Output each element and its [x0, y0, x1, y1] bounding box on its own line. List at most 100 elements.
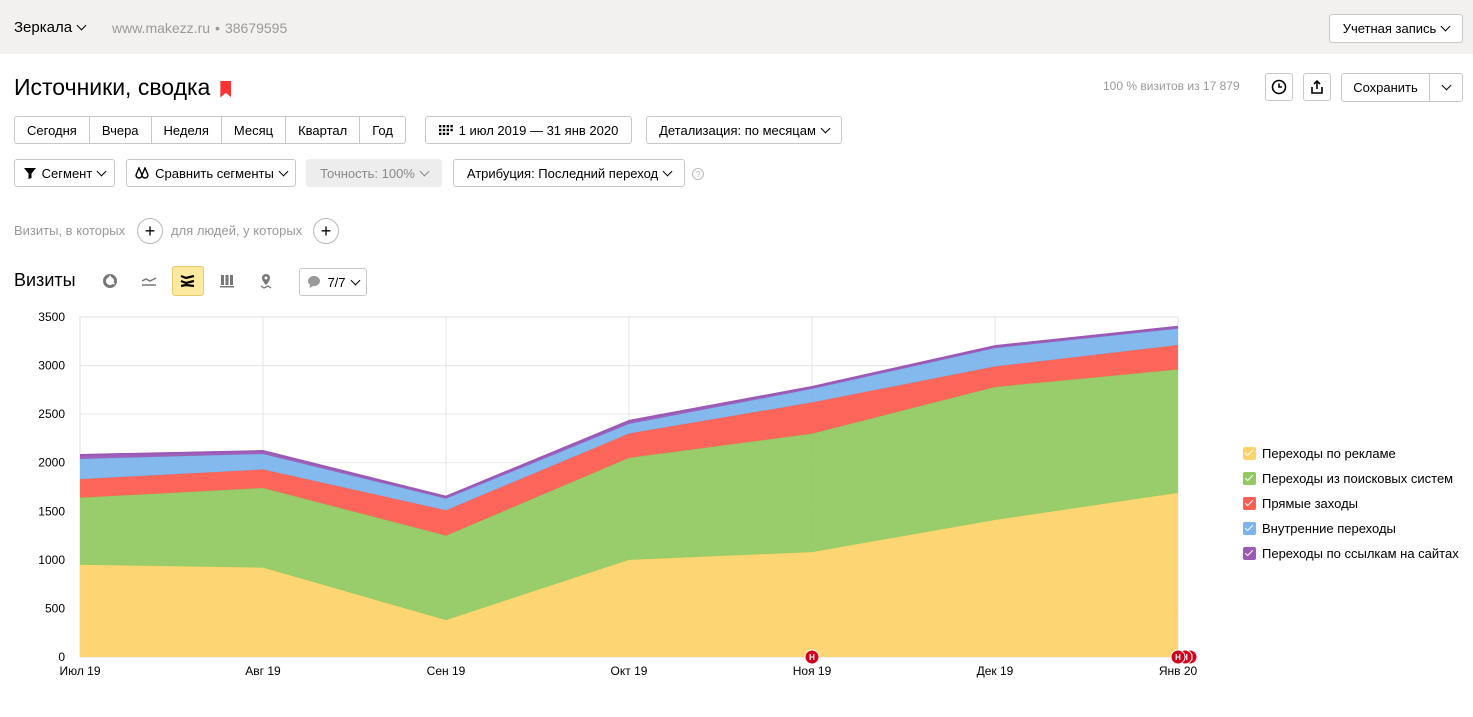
site-domain: www.makezz.ru [112, 20, 211, 36]
note-marker[interactable]: Н [804, 649, 820, 665]
legend-checkbox[interactable] [1243, 547, 1256, 560]
y-tick-label: 0 [58, 650, 65, 664]
legend-checkbox[interactable] [1243, 497, 1256, 510]
mirrors-dropdown[interactable]: Зеркала [14, 19, 87, 36]
legend-label: Переходы из поисковых систем [1262, 471, 1454, 486]
period-button[interactable]: Вчера [90, 117, 152, 143]
legend-label: Переходы по ссылкам на сайтах [1262, 546, 1459, 561]
chevron-down-icon [662, 166, 673, 176]
line-chart-icon [141, 277, 157, 286]
legend-label: Переходы по рекламе [1262, 446, 1396, 461]
area-series-0 [80, 492, 1178, 657]
chevron-down-icon [96, 166, 107, 176]
legend-checkbox[interactable] [1243, 447, 1256, 460]
legend-item[interactable]: Прямые заходы [1243, 491, 1459, 516]
account-button[interactable]: Учетная запись [1329, 14, 1463, 43]
detail-dropdown[interactable]: Детализация: по месяцам [646, 116, 842, 144]
account-label: Учетная запись [1342, 21, 1437, 36]
period-button[interactable]: Неделя [152, 117, 222, 143]
chart-type-pie[interactable] [94, 266, 126, 296]
chevron-down-icon [820, 123, 831, 133]
notes-dropdown[interactable]: 7/7 [299, 268, 367, 296]
save-dropdown-button[interactable] [1430, 74, 1462, 101]
period-button[interactable]: Сегодня [15, 117, 90, 143]
add-visit-filter-button[interactable]: + [137, 218, 163, 244]
save-group: Сохранить [1341, 73, 1463, 102]
comment-icon [308, 276, 321, 288]
help-icon[interactable]: ? [692, 168, 704, 180]
note-marker-circle[interactable] [1170, 649, 1186, 665]
chart-type-line[interactable] [133, 266, 165, 296]
attribution-dropdown[interactable]: Атрибуция: Последний переход [453, 159, 685, 187]
legend-item[interactable]: Внутренние переходы [1243, 516, 1459, 541]
chevron-down-icon [419, 166, 430, 176]
bar-chart-icon [220, 275, 234, 288]
x-tick-label: Янв 20 [1159, 664, 1198, 678]
legend-label: Прямые заходы [1262, 496, 1359, 511]
chevron-down-icon [1440, 21, 1451, 32]
x-tick-label: Авг 19 [245, 664, 281, 678]
period-button[interactable]: Месяц [222, 117, 287, 143]
compare-label: Сравнить сегменты [155, 165, 274, 181]
y-tick-label: 3500 [38, 310, 65, 324]
legend-item[interactable]: Переходы из поисковых систем [1243, 466, 1459, 491]
period-button[interactable]: Год [372, 122, 393, 138]
area-series-line-4 [79, 325, 1179, 498]
y-tick-label: 1500 [38, 504, 65, 518]
attribution-label: Атрибуция: Последний переход [466, 165, 659, 181]
site-info: www.makezz.ru • 38679595 [112, 20, 287, 36]
accuracy-dropdown[interactable]: Точность: 100% [306, 159, 442, 187]
date-range-picker[interactable]: 1 июл 2019 — 31 янв 2020 [425, 116, 632, 144]
chart-type-bar[interactable] [211, 266, 243, 296]
note-marker-label: Н [1175, 653, 1181, 662]
period-button[interactable]: Квартал [286, 117, 361, 143]
legend-item[interactable]: Переходы по ссылкам на сайтах [1243, 541, 1459, 566]
save-button[interactable]: Сохранить [1342, 74, 1430, 101]
period-selector: Сегодня Вчера Неделя Месяц Квартал Год [14, 116, 406, 144]
y-tick-label: 3000 [38, 359, 65, 373]
bookmark-icon[interactable] [220, 80, 232, 98]
y-tick-label: 500 [45, 601, 65, 615]
counter-id: 38679595 [224, 20, 288, 36]
chevron-down-icon [1441, 80, 1451, 91]
compare-segments-button[interactable]: Сравнить сегменты [126, 159, 296, 187]
legend-checkbox[interactable] [1243, 522, 1256, 535]
filter-icon [23, 168, 36, 179]
history-button[interactable] [1265, 73, 1293, 101]
note-marker-label: Н [809, 653, 815, 662]
x-tick-label: Дек 19 [977, 664, 1014, 678]
accuracy-label: Точность: 100% [320, 165, 415, 181]
y-tick-label: 2500 [38, 407, 65, 421]
x-tick-label: Окт 19 [611, 664, 648, 678]
date-range-label: 1 июл 2019 — 31 янв 2020 [458, 122, 619, 138]
legend-label: Внутренние переходы [1262, 521, 1396, 536]
chevron-down-icon [350, 275, 360, 285]
x-tick-label: Июл 19 [59, 664, 100, 678]
area-series-2 [80, 345, 1178, 536]
export-button[interactable] [1303, 73, 1331, 101]
add-people-filter-button[interactable]: + [313, 218, 339, 244]
legend-item[interactable]: Переходы по рекламе [1243, 441, 1459, 466]
detail-label: Детализация: по месяцам [659, 122, 816, 138]
legend-checkbox[interactable] [1243, 472, 1256, 485]
compare-icon [135, 167, 149, 179]
segment-button[interactable]: Сегмент [14, 159, 115, 187]
notes-label: 7/7 [327, 274, 346, 290]
chart-type-area[interactable] [172, 266, 204, 296]
separator-dot: • [215, 20, 220, 36]
chevron-down-icon [278, 166, 289, 176]
pie-chart-icon [103, 274, 117, 288]
visits-filter-label: Визиты, в которых [14, 223, 126, 238]
share-icon [1311, 79, 1323, 94]
note-marker[interactable]: Н [1170, 649, 1186, 665]
clock-icon [1271, 79, 1287, 95]
note-marker-circle[interactable] [804, 649, 820, 665]
area-series-1 [80, 369, 1178, 621]
calendar-icon [438, 125, 453, 135]
chart-legend: Переходы по рекламе Переходы из поисковых… [1243, 441, 1459, 566]
visits-info: 100 % визитов из 17 879 [1103, 79, 1240, 93]
page-title: Источники, сводка [14, 74, 232, 101]
chart-type-map[interactable] [250, 266, 282, 296]
y-tick-label: 2000 [38, 456, 65, 470]
area-series-3 [80, 328, 1178, 511]
